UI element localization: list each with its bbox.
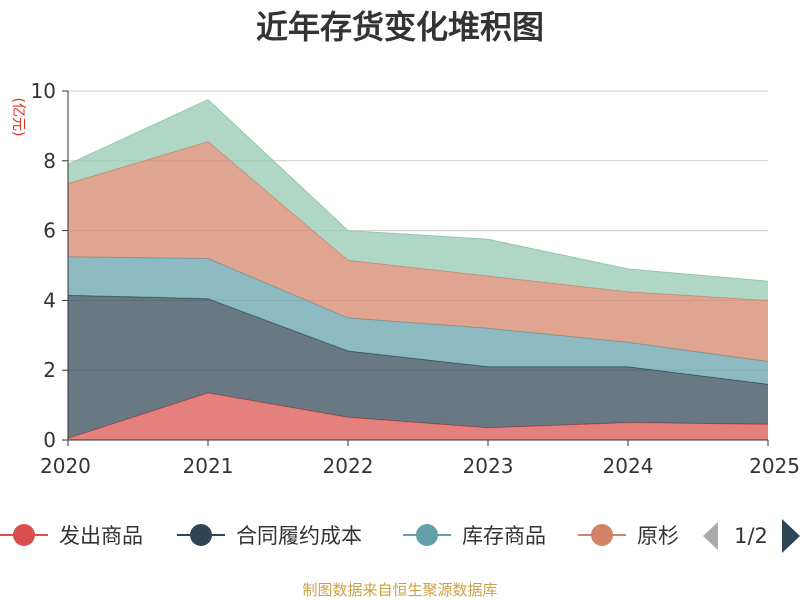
legend-marker-icon	[591, 524, 613, 546]
area-series-4[interactable]	[68, 99, 768, 301]
legend-label: 合同履约成本	[236, 524, 362, 548]
legend-pager: 1/2	[703, 519, 800, 553]
legend-item[interactable]: 发出商品	[0, 524, 143, 548]
legend-next-page-icon[interactable]	[782, 519, 800, 553]
y-tick-label: 0	[43, 428, 56, 452]
x-tick-label: 2023	[463, 454, 514, 478]
area-series-2[interactable]	[68, 256, 768, 385]
stacked-areas	[67, 99, 769, 440]
legend-label: 库存商品	[462, 524, 546, 548]
legend-marker-icon	[416, 524, 438, 546]
y-tick-label: 2	[43, 358, 56, 382]
legend-label: 原杉	[637, 524, 679, 548]
legend-item[interactable]: 合同履约成本	[177, 524, 362, 548]
legend-prev-page-icon[interactable]	[703, 522, 718, 550]
legend-marker-icon	[190, 524, 212, 546]
x-tick-label: 2024	[603, 454, 654, 478]
legend-marker-icon	[13, 524, 35, 546]
legend: 发出商品 合同履约成本 库存商品 原杉	[0, 524, 679, 548]
legend-item[interactable]: 原杉	[578, 524, 679, 548]
x-tick-label: 2022	[323, 454, 374, 478]
legend-label: 发出商品	[59, 524, 143, 548]
legend-items: 发出商品 合同履约成本 库存商品 原杉	[0, 524, 679, 548]
x-tick-label: 2021	[183, 454, 234, 478]
x-axis-ticks: 2020 2021 2022 2023 2024 2025	[40, 440, 800, 478]
y-tick-label: 8	[43, 149, 56, 173]
area-series-line-4	[67, 99, 769, 282]
area-series-1[interactable]	[68, 295, 768, 439]
axes	[67, 91, 768, 441]
legend-page-indicator: 1/2	[734, 524, 768, 548]
y-tick-label: 4	[43, 288, 56, 312]
x-tick-label: 2020	[40, 454, 91, 478]
data-source-note: 制图数据来自恒生聚源数据库	[302, 581, 497, 599]
area-series-3[interactable]	[68, 141, 768, 362]
y-axis-unit: (亿元)	[10, 98, 26, 137]
legend-item[interactable]: 库存商品	[403, 524, 546, 548]
chart-title: 近年存货变化堆积图	[256, 8, 544, 46]
x-tick-label: 2025	[749, 454, 800, 478]
y-axis-ticks: 0 2 4 6 8 10	[31, 79, 68, 452]
y-tick-label: 6	[43, 219, 56, 243]
y-tick-label: 10	[31, 79, 56, 103]
area-series-line-2	[67, 256, 769, 362]
area-series-0[interactable]	[68, 392, 768, 440]
